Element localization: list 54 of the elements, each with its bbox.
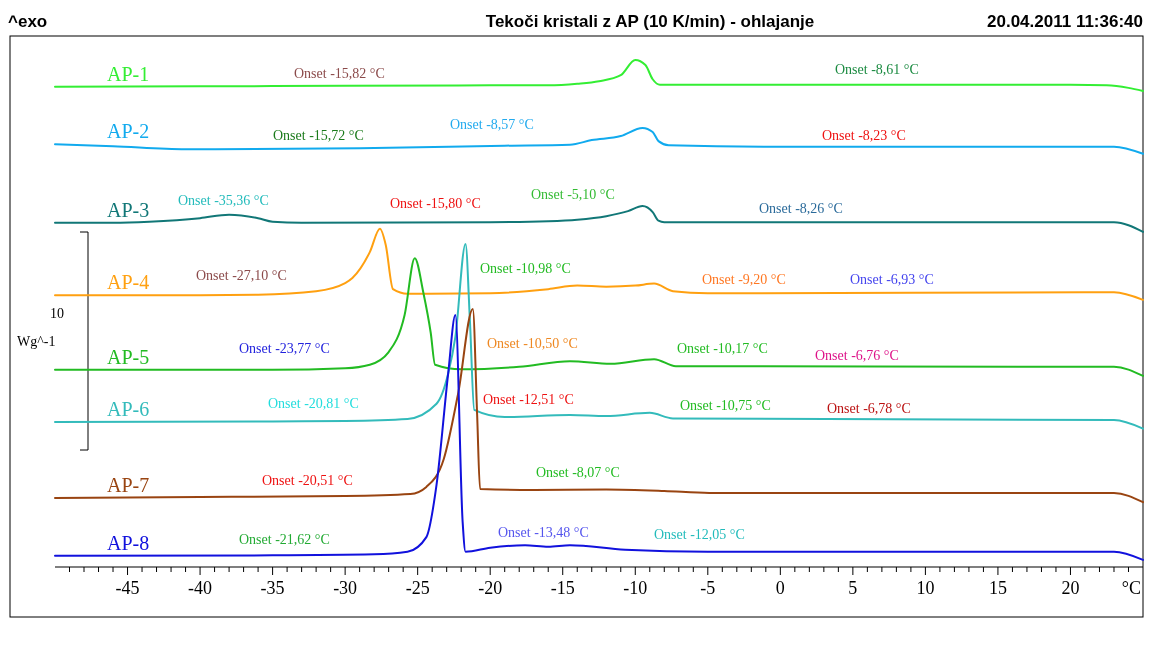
series-label: AP-8 bbox=[107, 531, 150, 554]
annotation: Onset -8,61 °C bbox=[835, 62, 919, 77]
series-label: AP-7 bbox=[107, 474, 150, 497]
x-tick-label: -15 bbox=[550, 578, 575, 598]
x-tick-label: -25 bbox=[405, 578, 430, 598]
x-axis-title: °C bbox=[1121, 578, 1141, 598]
series-label: AP-5 bbox=[107, 345, 150, 368]
x-tick-label: -45 bbox=[115, 578, 140, 598]
annotation: Onset -13,48 °C bbox=[498, 525, 589, 540]
x-tick-label: 15 bbox=[988, 578, 1007, 598]
annotation: Onset -6,76 °C bbox=[815, 348, 899, 363]
x-tick-label: -40 bbox=[188, 578, 213, 598]
series-label: AP-2 bbox=[107, 120, 150, 143]
x-tick-label: -5 bbox=[700, 578, 716, 598]
text: ^exo bbox=[8, 12, 48, 31]
annotation: Onset -5,10 °C bbox=[531, 187, 615, 202]
x-tick-label: 0 bbox=[775, 578, 785, 598]
annotation: Onset -9,20 °C bbox=[702, 272, 786, 287]
annotation: Onset -20,81 °C bbox=[268, 396, 359, 411]
series-label: AP-6 bbox=[107, 398, 150, 420]
annotation: Onset -10,50 °C bbox=[487, 336, 578, 351]
series-label: AP-1 bbox=[107, 62, 150, 85]
annotation: Onset -10,17 °C bbox=[677, 341, 768, 356]
annotation: Onset -27,10 °C bbox=[196, 268, 287, 283]
annotation: Onset -8,57 °C bbox=[450, 117, 534, 132]
y-axis-title: Wg^-1 bbox=[17, 334, 56, 349]
annotation: 10 bbox=[50, 306, 64, 321]
x-tick-label: -30 bbox=[333, 578, 358, 598]
annotation: Onset -8,07 °C bbox=[536, 465, 620, 480]
annotation: Onset -6,93 °C bbox=[850, 272, 934, 287]
annotation: Onset -8,23 °C bbox=[822, 128, 906, 143]
annotation: Onset -20,51 °C bbox=[262, 473, 353, 488]
annotation: Onset -6,78 °C bbox=[827, 401, 911, 416]
x-tick-label: -10 bbox=[623, 578, 648, 598]
x-tick-label: 10 bbox=[916, 578, 935, 598]
text: 20.04.2011 11:36:40 bbox=[987, 12, 1143, 31]
x-tick-label: -35 bbox=[260, 578, 285, 598]
annotation: Onset -35,36 °C bbox=[178, 193, 269, 208]
annotation: Onset -12,05 °C bbox=[654, 527, 745, 542]
annotation: Onset -10,98 °C bbox=[480, 261, 571, 276]
annotation: Onset -21,62 °C bbox=[239, 532, 330, 547]
annotation: Onset -8,26 °C bbox=[759, 201, 843, 216]
series-label: AP-4 bbox=[107, 271, 150, 294]
x-tick-label: -20 bbox=[478, 578, 503, 598]
annotation: Onset -15,80 °C bbox=[390, 196, 481, 211]
x-tick-label: 5 bbox=[848, 578, 858, 598]
x-tick-label: 20 bbox=[1061, 578, 1080, 598]
chart-title: Tekoči kristali z AP (10 K/min) - ohlajanje bbox=[485, 12, 815, 31]
annotation: Onset -15,72 °C bbox=[273, 128, 364, 143]
annotation: Onset -23,77 °C bbox=[239, 341, 330, 356]
annotation: Onset -10,75 °C bbox=[680, 398, 771, 413]
annotation: Onset -12,51 °C bbox=[483, 392, 574, 407]
series-label: AP-3 bbox=[107, 198, 150, 221]
annotation: Onset -15,82 °C bbox=[294, 66, 385, 81]
